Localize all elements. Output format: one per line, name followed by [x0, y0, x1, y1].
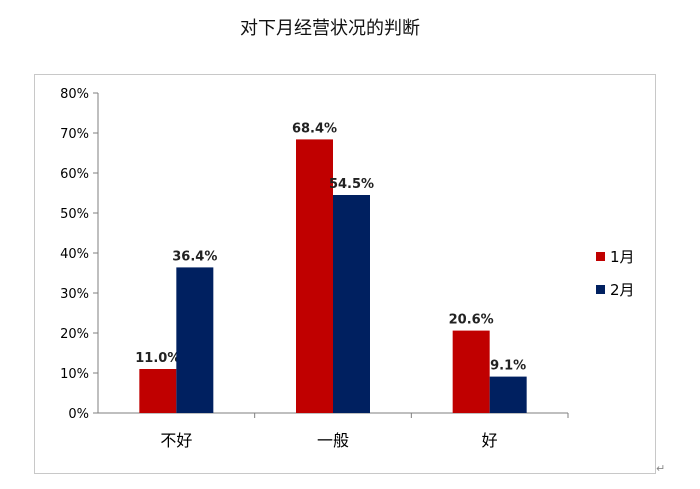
bar-2-3	[489, 376, 527, 413]
y-tick-label: 80%	[60, 87, 89, 102]
data-label: 68.4%	[292, 121, 337, 136]
y-tick-label: 60%	[60, 167, 89, 182]
y-tick-label: 0%	[68, 407, 89, 422]
y-tick-label: 10%	[60, 367, 89, 382]
legend-label: 1月	[610, 248, 635, 266]
bar-2-2	[333, 195, 370, 413]
legend-swatch	[596, 252, 605, 261]
paragraph-mark-icon: ↵	[656, 462, 666, 475]
bar-2-1	[176, 267, 214, 413]
x-tick-label: 不好	[160, 431, 192, 450]
x-tick-label: 一般	[317, 431, 349, 450]
legend-swatch	[596, 285, 605, 294]
data-label: 11.0%	[135, 351, 180, 366]
data-label: 9.1%	[490, 359, 526, 374]
data-label: 20.6%	[449, 313, 494, 328]
data-label: 54.5%	[329, 177, 374, 192]
y-tick-label: 70%	[60, 127, 89, 142]
y-tick-label: 40%	[60, 247, 89, 262]
chart-title: 对下月经营状况的判断	[240, 18, 420, 39]
y-tick-label: 50%	[60, 207, 89, 222]
legend-label: 2月	[610, 281, 635, 299]
y-tick-label: 30%	[60, 287, 89, 302]
data-label: 36.4%	[172, 249, 217, 264]
bar-1-1	[139, 369, 177, 413]
x-tick-label: 好	[482, 431, 498, 450]
bar-1-3	[452, 330, 490, 413]
chart-frame	[34, 74, 656, 474]
y-tick-label: 20%	[60, 327, 89, 342]
bar-1-2	[296, 139, 333, 413]
